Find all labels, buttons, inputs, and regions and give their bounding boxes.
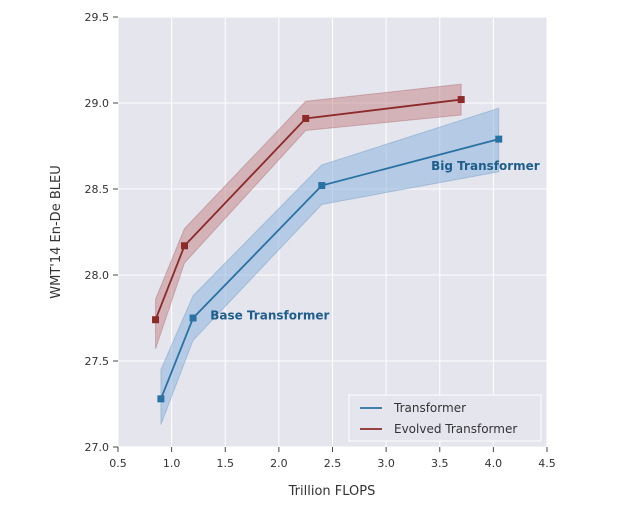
- x-axis-ticks: 0.5 1.0 1.5 2.0 2.5 3.0 3.5 4.0 4.5: [109, 447, 556, 470]
- y-tick-label: 28.0: [85, 269, 110, 282]
- transformer-point: [157, 395, 165, 403]
- evolved-transformer-band: [155, 83, 462, 350]
- transformer-band: [160, 107, 500, 425]
- x-tick-label: 2.5: [324, 457, 342, 470]
- legend-label-evolved-transformer: Evolved Transformer: [394, 422, 517, 436]
- transformer-line: [160, 138, 499, 400]
- x-axis-label: Trillion FLOPS: [288, 484, 376, 499]
- x-tick-label: 1.0: [163, 457, 181, 470]
- y-axis-label: WMT'14 En-De BLEU: [49, 165, 64, 298]
- series-lines: [154, 98, 499, 400]
- legend-label-transformer: Transformer: [393, 401, 466, 415]
- y-tick-label: 27.0: [85, 441, 110, 454]
- y-axis-ticks: 27.0 27.5 28.0 28.5 29.0 29.5: [85, 11, 118, 454]
- x-tick-label: 1.5: [217, 457, 235, 470]
- annotations: Big Transformer Base Transformer: [210, 159, 540, 323]
- x-tick-label: 0.5: [109, 457, 127, 470]
- y-tick-label: 28.5: [85, 183, 110, 196]
- y-tick-label: 29.5: [85, 11, 110, 24]
- series-markers: [152, 96, 503, 403]
- transformer-point: [189, 314, 197, 322]
- transformer-point: [318, 182, 326, 190]
- evolved-transformer-point: [180, 242, 188, 250]
- x-tick-label: 3.5: [431, 457, 449, 470]
- annotation-base-transformer: Base Transformer: [210, 309, 329, 323]
- confidence-bands: [155, 83, 500, 425]
- legend: Transformer Evolved Transformer: [348, 394, 542, 442]
- y-tick-label: 29.0: [85, 97, 110, 110]
- evolved-transformer-point: [457, 96, 465, 104]
- x-tick-label: 4.5: [538, 457, 556, 470]
- evolved-transformer-line: [154, 98, 462, 321]
- annotation-big-transformer: Big Transformer: [431, 159, 540, 173]
- legend-box: [348, 394, 542, 442]
- y-tick-label: 27.5: [85, 355, 110, 368]
- x-tick-label: 3.0: [377, 457, 395, 470]
- x-tick-label: 2.0: [270, 457, 288, 470]
- evolved-transformer-point: [302, 114, 310, 122]
- x-tick-label: 4.0: [485, 457, 503, 470]
- evolved-transformer-point: [152, 316, 160, 324]
- transformer-point: [495, 135, 503, 143]
